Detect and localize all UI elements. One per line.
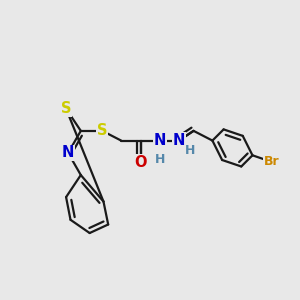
Text: S: S — [97, 123, 108, 138]
Text: N: N — [62, 146, 74, 160]
Text: S: S — [61, 101, 71, 116]
Text: H: H — [155, 153, 165, 166]
Text: O: O — [134, 155, 147, 170]
Text: N: N — [154, 133, 166, 148]
Text: H: H — [185, 143, 195, 157]
Text: N: N — [173, 133, 185, 148]
Text: Br: Br — [263, 155, 279, 168]
